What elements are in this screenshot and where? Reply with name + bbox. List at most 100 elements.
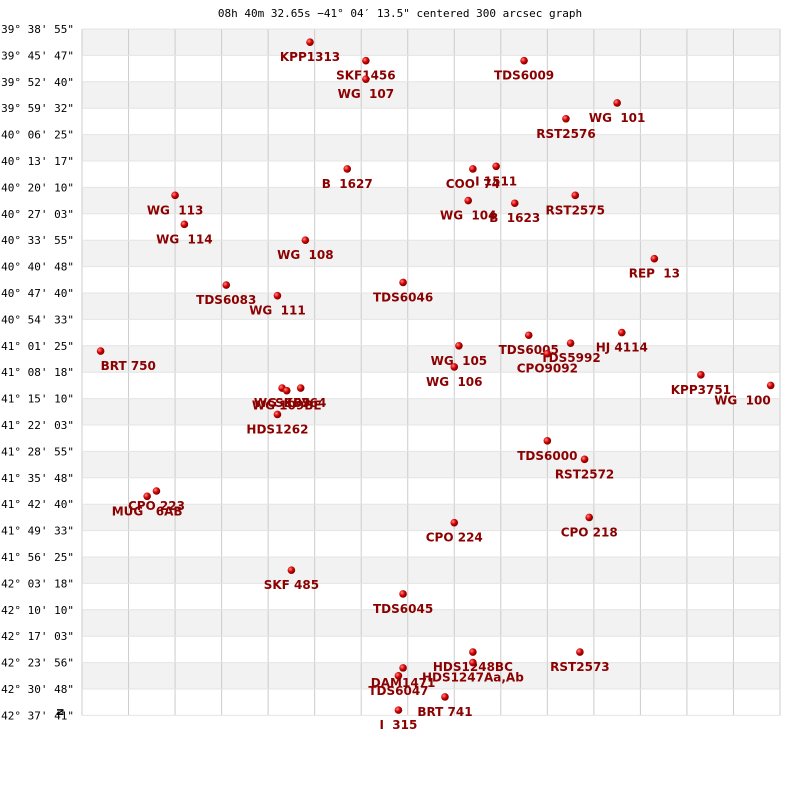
row-band <box>82 213 780 241</box>
star-label: CPO9092 <box>517 362 578 376</box>
y-axis-ticks: -39° 38' 55" -39° 45' 47" -39° 52' 40" -39°… <box>0 23 74 722</box>
y-tick-label: -41° 42' 40" <box>0 498 74 511</box>
star-label: BRT 750 <box>101 359 156 373</box>
star-marker <box>152 487 161 495</box>
star-marker <box>180 220 189 229</box>
star-marker <box>543 437 552 445</box>
row-band <box>82 345 780 373</box>
y-tick-label: -39° 45' 47" <box>0 49 74 62</box>
star-label: WG 114 <box>156 232 213 246</box>
star-marker <box>296 384 305 392</box>
star-marker <box>399 590 407 598</box>
row-band <box>82 477 780 505</box>
row-band <box>82 240 780 267</box>
star-label: WG 100 <box>714 393 771 407</box>
star-marker <box>766 381 775 390</box>
star-marker <box>650 254 659 263</box>
star-label: HDS1248BC <box>433 660 513 674</box>
star-marker <box>524 331 533 340</box>
star-marker <box>566 339 575 347</box>
y-tick-label: -41° 15' 10" <box>0 393 74 406</box>
star-label: HJ 4114 <box>596 341 648 355</box>
star-label: RST2575 <box>546 203 605 217</box>
y-tick-label: -42° 10' 10" <box>0 604 74 617</box>
row-band <box>82 398 780 425</box>
star-label: TDS6045 <box>373 602 433 616</box>
star-label: RST2572 <box>555 467 614 481</box>
star-label: RST2576 <box>536 127 595 141</box>
y-tick-label: -41° 01' 25" <box>0 340 74 353</box>
row-band <box>82 609 780 637</box>
star-marker <box>469 658 477 667</box>
star-marker <box>510 199 519 208</box>
row-band <box>82 55 780 82</box>
y-tick-label: -39° 59' 32" <box>0 102 74 115</box>
star-label: DAM1471 <box>371 676 436 690</box>
chart-title: 08h 40m 32.65s −41° 04′ 13.5" centered 3… <box>218 7 582 20</box>
star-marker <box>441 693 449 701</box>
y-tick-label: -41° 56' 25" <box>0 551 74 564</box>
row-bands <box>82 29 780 716</box>
row-band <box>82 81 780 109</box>
star-label: CPO 218 <box>561 525 618 539</box>
y-tick-label: -40° 06' 25" <box>0 129 74 142</box>
star-label: TDS6009 <box>494 69 554 83</box>
star-label: BRT 741 <box>417 705 472 719</box>
star-marker <box>306 38 314 46</box>
y-tick-label: -42° 23' 56" <box>0 657 74 670</box>
y-tick-label: -41° 08' 18" <box>0 366 74 379</box>
star-marker <box>469 648 477 656</box>
y-tick-label: -40° 33' 55" <box>0 234 74 247</box>
row-band <box>82 557 780 584</box>
row-band <box>82 29 780 56</box>
star-marker <box>171 191 179 200</box>
row-band <box>82 108 780 135</box>
row-band <box>82 187 780 214</box>
star-label: CPO 224 <box>426 531 483 545</box>
star-marker <box>222 281 231 289</box>
row-band <box>82 372 780 399</box>
y-tick-label: -40° 13' 17" <box>0 155 74 168</box>
row-band <box>82 583 780 610</box>
star-marker <box>362 56 370 65</box>
star-label: I 1511 <box>475 174 517 188</box>
y-tick-label: -41° 49' 33" <box>0 525 74 538</box>
y-tick-label: -41° 28' 55" <box>0 445 74 458</box>
star-label: SKF764 <box>275 396 326 410</box>
row-band <box>82 425 780 452</box>
row-band <box>82 266 780 293</box>
star-label: B 1627 <box>322 177 373 191</box>
star-marker <box>613 99 621 107</box>
star-label: KPP3751 <box>671 383 731 397</box>
star-marker <box>394 672 403 680</box>
star-label: CPO 223 <box>128 499 185 513</box>
y-tick-label: -40° 40' 48" <box>0 261 74 274</box>
star-label: TDS6046 <box>373 290 433 304</box>
star-marker <box>576 648 584 656</box>
star-marker <box>562 114 570 123</box>
star-label: REP 13 <box>629 267 680 281</box>
star-label: SKF 485 <box>264 578 319 592</box>
y-tick-label: -39° 52' 40" <box>0 76 74 89</box>
row-band <box>82 530 780 557</box>
star-marker <box>273 291 282 300</box>
y-tick-label: -40° 20' 10" <box>0 181 74 194</box>
star-label: HDS1262 <box>246 422 308 436</box>
star-marker <box>343 165 352 173</box>
star-marker <box>455 342 463 350</box>
star-marker <box>571 191 580 200</box>
row-band <box>82 451 780 478</box>
north-marker: N <box>54 708 64 716</box>
row-band <box>82 293 780 320</box>
star-label: MUG 6AB <box>112 504 183 518</box>
star-label: COO 74 <box>446 177 500 191</box>
star-label: WG 101 <box>589 111 646 125</box>
star-label: KPP1313 <box>280 50 340 64</box>
star-marker <box>282 386 291 395</box>
y-tick-label: -40° 47' 40" <box>0 287 74 300</box>
star-marker <box>301 236 310 244</box>
star-marker <box>617 328 626 337</box>
star-marker <box>464 196 473 205</box>
row-band <box>82 319 780 346</box>
